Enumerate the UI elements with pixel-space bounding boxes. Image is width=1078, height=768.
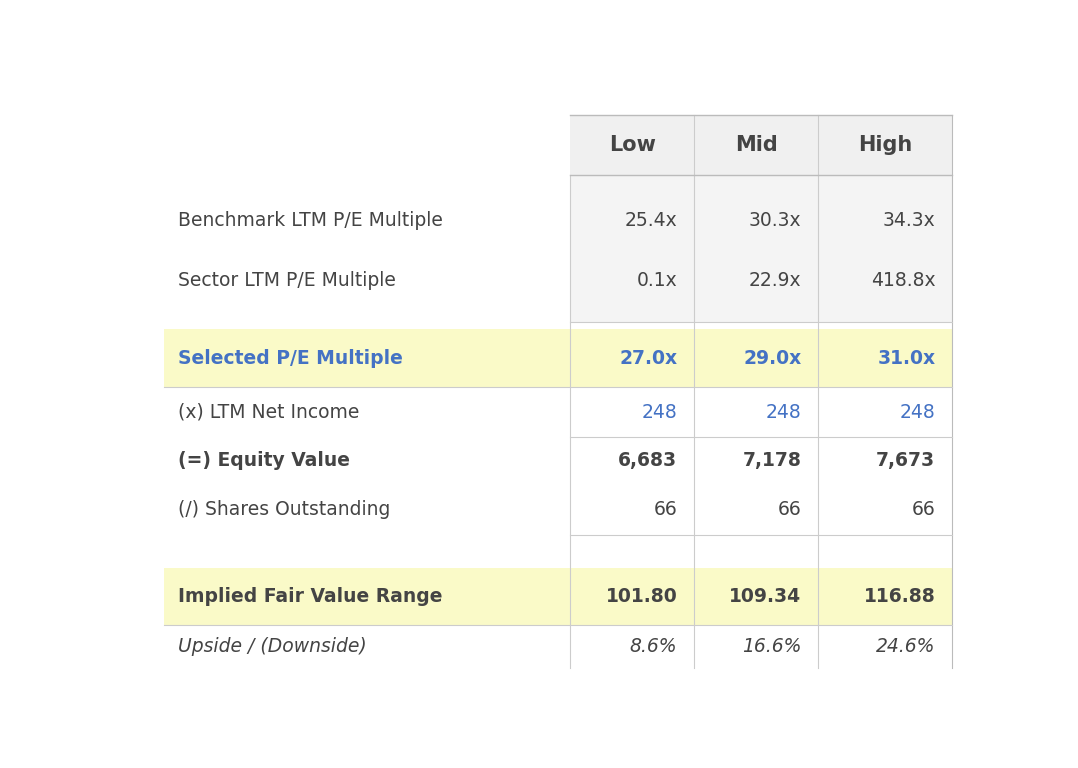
Text: Mid: Mid: [735, 135, 777, 155]
Text: Sector LTM P/E Multiple: Sector LTM P/E Multiple: [178, 271, 396, 290]
Text: Benchmark LTM P/E Multiple: Benchmark LTM P/E Multiple: [178, 211, 443, 230]
Text: 66: 66: [777, 501, 801, 519]
Text: 6,683: 6,683: [618, 452, 677, 471]
Text: 31.0x: 31.0x: [877, 349, 936, 368]
Text: Implied Fair Value Range: Implied Fair Value Range: [178, 587, 443, 606]
Text: 109.34: 109.34: [729, 587, 801, 606]
Text: 30.3x: 30.3x: [748, 211, 801, 230]
Text: 66: 66: [912, 501, 936, 519]
Text: Upside / (Downside): Upside / (Downside): [178, 637, 367, 656]
Text: 7,673: 7,673: [876, 452, 936, 471]
Text: 29.0x: 29.0x: [743, 349, 801, 368]
Text: High: High: [858, 135, 912, 155]
Text: 248: 248: [641, 402, 677, 422]
Bar: [164, 485, 952, 535]
Bar: [164, 568, 952, 625]
Text: 101.80: 101.80: [606, 587, 677, 606]
Text: 34.3x: 34.3x: [883, 211, 936, 230]
Bar: [164, 625, 952, 668]
Text: 24.6%: 24.6%: [875, 637, 936, 656]
Text: 16.6%: 16.6%: [742, 637, 801, 656]
Text: 248: 248: [899, 402, 936, 422]
Text: Selected P/E Multiple: Selected P/E Multiple: [178, 349, 403, 368]
Text: (x) LTM Net Income: (x) LTM Net Income: [178, 402, 360, 422]
Text: 8.6%: 8.6%: [630, 637, 677, 656]
Text: 0.1x: 0.1x: [636, 271, 677, 290]
Text: (/) Shares Outstanding: (/) Shares Outstanding: [178, 501, 390, 519]
Bar: [164, 329, 952, 387]
Text: 248: 248: [765, 402, 801, 422]
Text: 27.0x: 27.0x: [619, 349, 677, 368]
Text: 116.88: 116.88: [863, 587, 936, 606]
Text: 418.8x: 418.8x: [871, 271, 936, 290]
Text: (=) Equity Value: (=) Equity Value: [178, 452, 350, 471]
Text: Low: Low: [609, 135, 655, 155]
Bar: [164, 387, 952, 437]
Text: 25.4x: 25.4x: [624, 211, 677, 230]
Text: 22.9x: 22.9x: [748, 271, 801, 290]
Bar: [164, 437, 952, 485]
Text: 66: 66: [653, 501, 677, 519]
Text: 7,178: 7,178: [743, 452, 801, 471]
